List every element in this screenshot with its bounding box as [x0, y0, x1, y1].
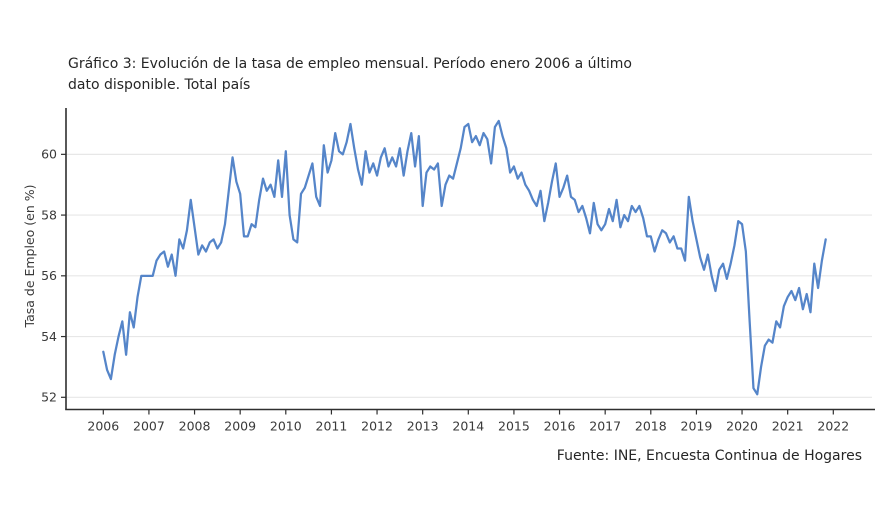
y-tick-label: 54 — [41, 329, 57, 344]
x-tick-label: 2021 — [772, 419, 804, 434]
x-tick-label: 2009 — [224, 419, 256, 434]
x-tick-label: 2006 — [87, 419, 119, 434]
y-tick-label: 52 — [41, 390, 57, 405]
x-tick-label: 2007 — [133, 419, 165, 434]
x-tick-label: 2022 — [817, 419, 849, 434]
source-note: Fuente: INE, Encuesta Continua de Hogare… — [556, 448, 862, 464]
employment-rate-series-line — [102, 119, 827, 396]
x-tick-label: 2019 — [681, 419, 713, 434]
chart-title-line2: dato disponible. Total país — [68, 77, 251, 93]
chart-title-line1: Gráfico 3: Evolución de la tasa de emple… — [68, 56, 632, 72]
y-tick-label: 60 — [41, 147, 57, 162]
x-tick-label: 2011 — [316, 419, 348, 434]
x-tick-label: 2018 — [635, 419, 667, 434]
x-tick-label: 2015 — [498, 419, 530, 434]
x-tick-label: 2008 — [179, 419, 211, 434]
x-tick-label: 2013 — [407, 419, 439, 434]
y-axis-title: Tasa de Empleo (en %) — [22, 185, 37, 329]
y-tick-label: 58 — [41, 207, 57, 222]
x-tick-label: 2014 — [452, 419, 484, 434]
x-tick-label: 2012 — [361, 419, 393, 434]
chart-title: Gráfico 3: Evolución de la tasa de emple… — [68, 54, 788, 96]
x-tick-label: 2017 — [589, 419, 621, 434]
y-tick-label: 56 — [41, 268, 57, 283]
x-tick-label: 2016 — [544, 419, 576, 434]
x-tick-label: 2020 — [726, 419, 758, 434]
x-tick-label: 2010 — [270, 419, 302, 434]
